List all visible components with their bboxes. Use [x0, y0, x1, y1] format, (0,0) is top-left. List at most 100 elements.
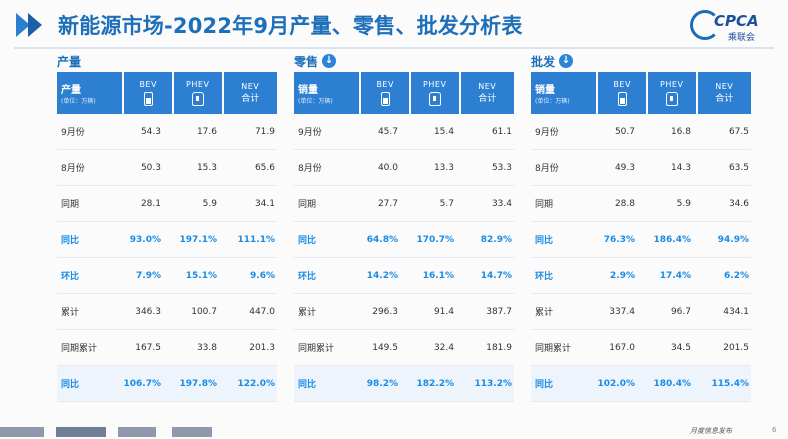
phev-value: 91.4 [433, 306, 454, 317]
page-title: 新能源市场-2022年9月产量、零售、批发分析表 [58, 14, 523, 38]
bev-value: 50.3 [140, 162, 161, 173]
nev-value: 6.2% [724, 270, 749, 281]
table-row: 同比 76.3% 186.4% 94.9% [531, 222, 751, 258]
row-label: 9月份 [298, 128, 322, 138]
row-label: 同期 [535, 200, 554, 210]
phev-value: 100.7 [191, 306, 217, 317]
header-phev-label: PHEV [186, 80, 210, 89]
bev-value: 346.3 [135, 306, 161, 317]
phev-value: 186.4% [653, 234, 692, 245]
header-bev: BEV [598, 72, 646, 114]
page-number: 6 [772, 426, 777, 434]
phev-value: 32.4 [433, 342, 454, 353]
bev-value: 40.0 [377, 162, 398, 173]
row-label: 同比 [61, 380, 80, 390]
table-row: 同期累计 149.5 32.4 181.9 [294, 330, 514, 366]
header-phev: PHEV [410, 72, 459, 114]
row-label: 9月份 [535, 128, 559, 138]
header-label: 销量 [535, 85, 555, 96]
phev-value: 5.9 [676, 198, 691, 209]
table-row: 9月份 45.7 15.4 61.1 [294, 114, 514, 150]
table-row: 同期累计 167.0 34.5 201.5 [531, 330, 751, 366]
header-nev-total: 合计 [478, 94, 497, 104]
phev-value: 15.4 [433, 126, 454, 137]
bev-value: 7.9% [136, 270, 161, 281]
down-arrow-icon: ↓ [559, 54, 574, 68]
header-label: 销量 [298, 85, 318, 96]
fuel-plug-icon [191, 92, 204, 106]
panel-name: 产量 [57, 54, 82, 69]
nev-value: 82.9% [480, 234, 512, 245]
header-bev-label: BEV [139, 80, 157, 89]
bev-value: 167.0 [609, 342, 635, 353]
phev-value: 33.8 [196, 342, 217, 353]
row-label: 同期累计 [535, 344, 572, 354]
title-bar: 新能源市场-2022年9月产量、零售、批发分析表 [14, 8, 523, 42]
header-nev-total: 合计 [241, 94, 260, 104]
nev-value: 115.4% [711, 378, 750, 389]
row-label: 累计 [298, 308, 317, 318]
row-label: 同期累计 [298, 344, 335, 354]
nev-value: 201.3 [249, 342, 275, 353]
down-arrow-icon: ↓ [322, 54, 337, 68]
bev-value: 102.0% [597, 378, 636, 389]
table-row: 同期 27.7 5.7 33.4 [294, 186, 514, 222]
row-label: 同期 [61, 200, 80, 210]
table-row: 同比 106.7% 197.8% 122.0% [57, 366, 277, 402]
header-phev: PHEV [647, 72, 696, 114]
nev-value: 447.0 [249, 306, 275, 317]
row-label: 同期累计 [61, 344, 98, 354]
row-label: 8月份 [535, 164, 559, 174]
table-row: 同比 98.2% 182.2% 113.2% [294, 366, 514, 402]
phev-value: 13.3 [433, 162, 454, 173]
phev-value: 197.8% [179, 378, 218, 389]
table-row: 同期累计 167.5 33.8 201.3 [57, 330, 277, 366]
table-header: 销量 (单位：万辆) BEV PHEV NEV 合计 [294, 72, 514, 114]
row-label: 同比 [298, 380, 317, 390]
table-row: 8月份 50.3 15.3 65.6 [57, 150, 277, 186]
table-row: 环比 14.2% 16.1% 14.7% [294, 258, 514, 294]
bev-value: 98.2% [366, 378, 398, 389]
header-label: 产量 [61, 85, 81, 96]
bev-value: 54.3 [140, 126, 161, 137]
panel-title: 批发 ↓ [531, 52, 751, 70]
panel-name: 批发 [531, 54, 556, 69]
row-label: 9月份 [61, 128, 85, 138]
nev-value: 71.9 [254, 126, 275, 137]
bev-value: 2.9% [610, 270, 635, 281]
footer-tab-3[interactable] [118, 427, 156, 437]
table-row: 9月份 50.7 16.8 67.5 [531, 114, 751, 150]
header-metric: 销量 (单位：万辆) [531, 72, 597, 114]
row-label: 累计 [61, 308, 80, 318]
header-metric: 产量 (单位：万辆) [57, 72, 123, 114]
table-row: 累计 346.3 100.7 447.0 [57, 294, 277, 330]
footer-tab-2[interactable] [56, 427, 106, 437]
phev-value: 34.5 [670, 342, 691, 353]
phev-value: 15.1% [185, 270, 217, 281]
table-header: 产量 (单位：万辆) BEV PHEV NEV 合计 [57, 72, 277, 114]
header-unit: (单位：万辆) [535, 98, 570, 105]
header-nev-label: NEV [241, 82, 260, 91]
bev-value: 167.5 [135, 342, 161, 353]
panel-name: 零售 [294, 54, 319, 69]
bev-value: 337.4 [609, 306, 635, 317]
phev-value: 197.1% [179, 234, 218, 245]
header-phev-label: PHEV [423, 80, 447, 89]
header-nev-total: 合计 [715, 94, 734, 104]
phev-value: 16.8 [670, 126, 691, 137]
fuel-plug-icon [665, 92, 678, 106]
fuel-plug-icon [428, 92, 441, 106]
footer-tab-4[interactable] [172, 427, 212, 437]
phev-value: 180.4% [653, 378, 692, 389]
bev-value: 28.1 [140, 198, 161, 209]
panel-title: 零售 ↓ [294, 52, 514, 70]
row-label: 同期 [298, 200, 317, 210]
bev-value: 45.7 [377, 126, 398, 137]
table-header: 销量 (单位：万辆) BEV PHEV NEV 合计 [531, 72, 751, 114]
footer-tab-1[interactable] [0, 427, 44, 437]
header-bev-label: BEV [613, 80, 631, 89]
nev-value: 122.0% [237, 378, 276, 389]
row-label: 同比 [298, 236, 317, 246]
phev-value: 17.6 [196, 126, 217, 137]
